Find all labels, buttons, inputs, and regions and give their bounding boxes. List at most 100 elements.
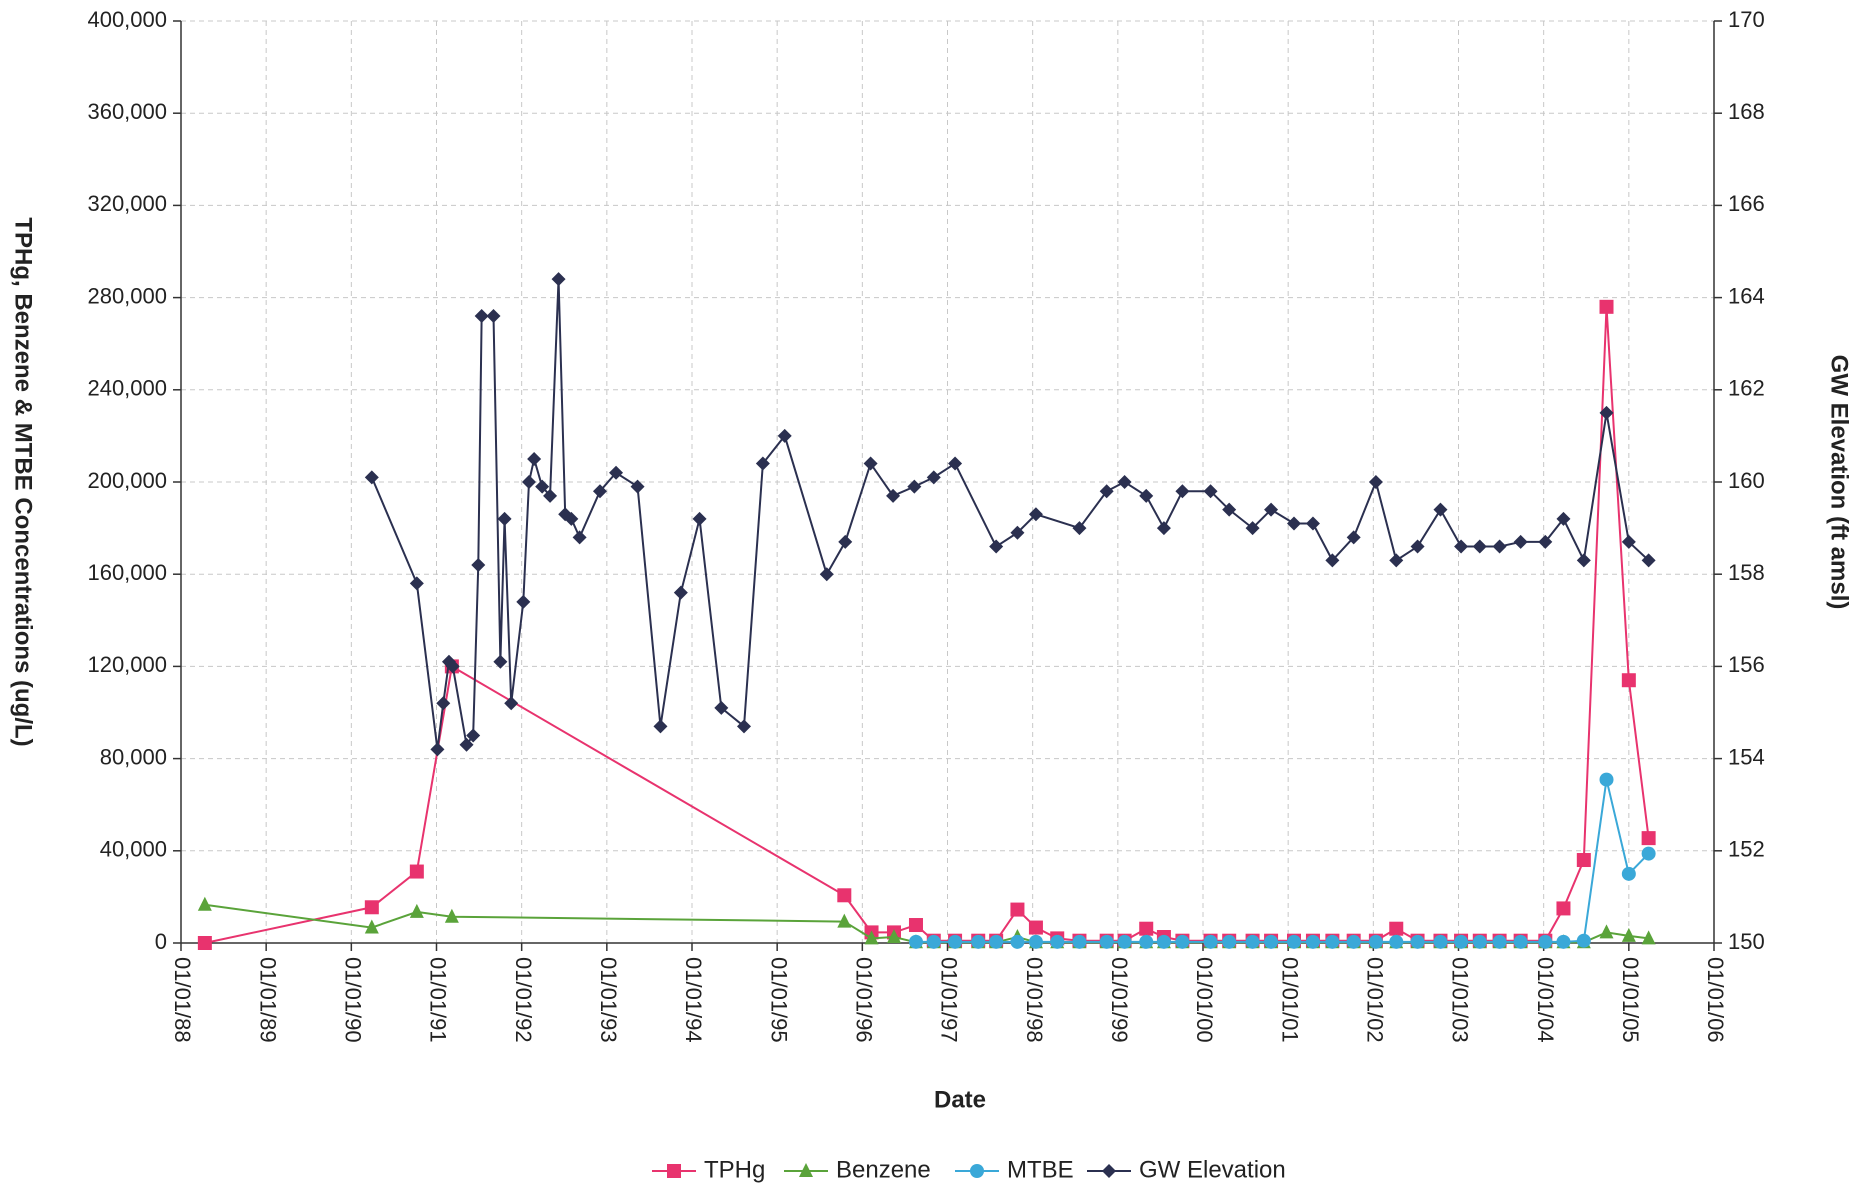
data-point	[1389, 934, 1404, 949]
y-tick-label: 80,000	[100, 744, 167, 769]
data-point	[1287, 934, 1301, 949]
legend-marker	[799, 1163, 813, 1177]
data-point	[1513, 934, 1528, 949]
data-point	[819, 567, 834, 582]
data-point	[1433, 934, 1448, 949]
y-tick-label: 360,000	[87, 99, 167, 124]
data-point	[1621, 866, 1636, 881]
data-point	[572, 530, 587, 545]
data-point	[692, 511, 707, 526]
data-point	[948, 934, 963, 949]
x-tick-label: 01/01/03	[1448, 957, 1473, 1043]
y2-axis-title: GW Elevation (ft amsl)	[1826, 355, 1853, 610]
x-tick-label: 01/01/06	[1703, 957, 1728, 1043]
data-point	[409, 903, 424, 918]
data-point	[971, 934, 986, 949]
data-point	[1538, 534, 1553, 549]
x-tick-label: 01/01/96	[852, 957, 877, 1043]
y2-tick-label: 160	[1728, 468, 1765, 493]
data-point	[466, 728, 481, 743]
data-point	[1156, 521, 1171, 536]
x-tick-label: 01/01/89	[255, 957, 280, 1043]
data-point	[1264, 934, 1279, 949]
legend-label: Benzene	[836, 1156, 931, 1183]
data-point	[1599, 924, 1614, 939]
data-point	[1621, 534, 1636, 549]
y-tick-label: 400,000	[87, 7, 167, 32]
data-point	[1538, 934, 1553, 949]
data-point	[737, 719, 752, 734]
data-point	[1028, 920, 1043, 935]
y-tick-label: 160,000	[87, 560, 167, 585]
y2-tick-label: 154	[1728, 744, 1765, 769]
data-point	[1556, 901, 1571, 916]
x-tick-label: 01/01/02	[1363, 957, 1388, 1043]
data-point	[1556, 511, 1571, 526]
data-point	[948, 456, 963, 471]
data-point	[1556, 934, 1571, 949]
data-point	[1492, 539, 1507, 554]
y-tick-label: 40,000	[100, 837, 167, 862]
data-point	[1621, 673, 1636, 688]
x-tick-label: 01/01/01	[1277, 957, 1302, 1043]
data-point	[777, 428, 792, 443]
data-point	[364, 900, 379, 915]
data-point	[1599, 405, 1614, 420]
data-point	[1222, 934, 1237, 949]
data-point	[1139, 921, 1154, 936]
data-point	[1139, 934, 1154, 949]
data-point	[1472, 934, 1487, 949]
data-point	[1028, 507, 1043, 522]
data-point	[1010, 525, 1025, 540]
data-point	[1010, 934, 1025, 949]
data-point	[838, 534, 853, 549]
y-tick-label: 200,000	[87, 468, 167, 493]
data-point	[1599, 772, 1614, 787]
data-point	[493, 654, 508, 669]
data-point	[1222, 502, 1237, 517]
legend-marker	[970, 1164, 984, 1178]
data-point	[1028, 934, 1043, 949]
data-point	[1139, 488, 1154, 503]
y-tick-label: 0	[155, 929, 167, 954]
data-point	[630, 479, 645, 494]
data-point	[714, 700, 729, 715]
y2-tick-label: 166	[1728, 191, 1765, 216]
data-point	[1117, 475, 1132, 489]
x-tick-label: 01/01/93	[596, 957, 621, 1043]
data-point	[486, 309, 501, 324]
y-tick-label: 320,000	[87, 191, 167, 216]
data-point	[436, 696, 451, 711]
data-point	[1472, 539, 1487, 554]
data-point	[1454, 934, 1469, 949]
data-point	[409, 864, 424, 879]
data-point	[1621, 927, 1636, 942]
data-point	[592, 484, 607, 499]
y-tick-label: 240,000	[87, 376, 167, 401]
data-point	[1325, 553, 1340, 568]
data-point	[1346, 530, 1361, 545]
y2-tick-label: 156	[1728, 652, 1765, 677]
data-point	[430, 742, 445, 757]
data-point	[1175, 934, 1190, 949]
x-tick-label: 01/01/98	[1022, 957, 1047, 1043]
data-point	[1492, 934, 1507, 949]
data-point	[521, 475, 536, 489]
data-point	[535, 479, 550, 494]
data-point	[1010, 902, 1025, 917]
data-point	[989, 934, 1004, 949]
data-point	[837, 888, 852, 903]
data-point	[444, 908, 459, 923]
data-point	[445, 659, 460, 674]
y2-tick-label: 150	[1728, 929, 1765, 954]
data-point	[908, 934, 923, 949]
y2-tick-label: 168	[1728, 99, 1765, 124]
data-point	[863, 456, 878, 471]
data-point	[926, 470, 941, 485]
data-point	[886, 929, 901, 944]
x-tick-label: 01/01/92	[511, 957, 536, 1043]
legend-label: TPHg	[704, 1156, 765, 1183]
data-point	[1513, 534, 1528, 549]
data-point	[1050, 934, 1065, 949]
